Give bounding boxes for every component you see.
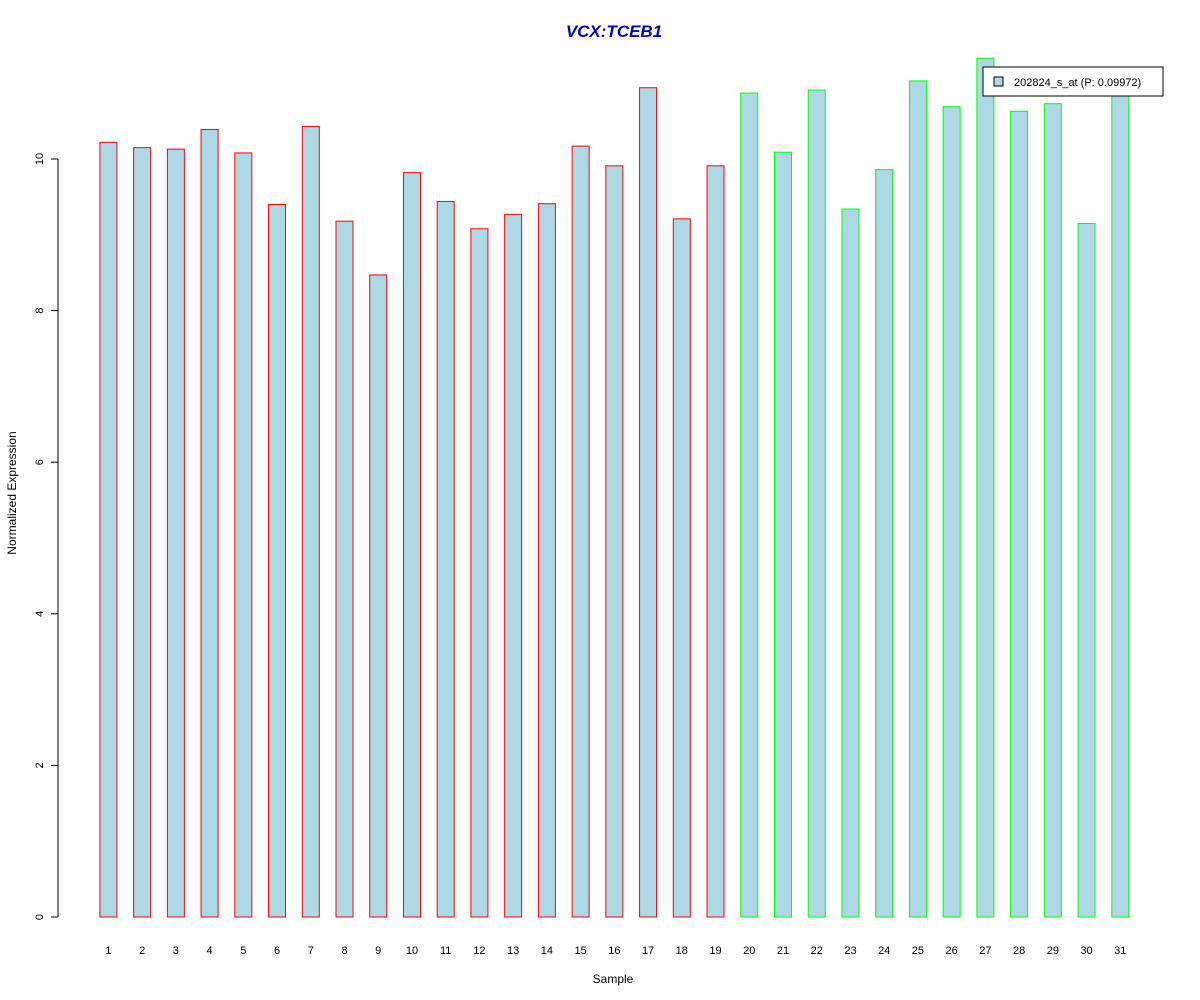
x-axis-label: Sample [593, 972, 634, 986]
bar-sample-30 [1077, 222, 1096, 918]
x-tick-label: 22 [811, 945, 823, 957]
x-tick-label: 17 [642, 945, 654, 957]
x-tick-label: 31 [1114, 945, 1126, 957]
x-tick-label: 26 [946, 945, 958, 957]
x-tick-label: 21 [777, 945, 789, 957]
y-axis: 0 2 4 6 8 10 [34, 153, 59, 920]
bar-sample-8 [335, 220, 354, 918]
bar-sample-2 [133, 147, 152, 918]
x-tick-label: 24 [878, 945, 890, 957]
bar-sample-3 [166, 148, 185, 918]
bar-sample-20 [740, 92, 759, 918]
x-tick-label: 28 [1013, 945, 1025, 957]
x-tick-label: 27 [979, 945, 991, 957]
bars-group [99, 57, 1130, 918]
y-tick-label: 10 [34, 153, 46, 165]
legend: 202824_s_at (P: 0.09972) [982, 66, 1164, 97]
x-tick-label: 23 [844, 945, 856, 957]
legend-swatch [993, 76, 1004, 87]
legend-label: 202824_s_at (P: 0.09972) [1014, 77, 1141, 89]
y-tick-label: 0 [34, 914, 46, 920]
y-tick-label: 6 [34, 459, 46, 465]
y-tick-label: 8 [34, 308, 46, 314]
x-tick-label: 7 [308, 945, 314, 957]
bar-sample-22 [807, 89, 826, 918]
chart-title: VCX:TCEB1 [566, 22, 662, 41]
bar-sample-25 [908, 80, 927, 918]
bar-sample-12 [470, 228, 489, 918]
x-tick-label: 13 [507, 945, 519, 957]
bar-sample-29 [1043, 103, 1062, 918]
x-tick-label: 19 [709, 945, 721, 957]
bar-sample-13 [504, 213, 523, 918]
x-tick-label: 8 [341, 945, 347, 957]
bar-sample-27 [976, 57, 995, 918]
bar-sample-4 [200, 128, 219, 918]
bar-sample-24 [875, 169, 894, 918]
y-axis-label: Normalized Expression [5, 431, 19, 554]
bar-sample-10 [402, 172, 421, 918]
bar-sample-1 [99, 141, 118, 918]
y-tick-label: 4 [34, 611, 46, 617]
x-tick-label: 18 [676, 945, 688, 957]
bar-sample-17 [639, 87, 658, 918]
x-tick-label: 3 [173, 945, 179, 957]
bar-sample-6 [268, 203, 287, 918]
bar-sample-19 [706, 165, 725, 918]
bar-sample-16 [605, 165, 624, 918]
bar-sample-5 [234, 152, 253, 918]
x-tick-label: 9 [375, 945, 381, 957]
x-tick-label: 29 [1047, 945, 1059, 957]
bar-sample-26 [942, 106, 961, 918]
bar-sample-31 [1111, 88, 1130, 918]
bar-sample-14 [537, 203, 556, 918]
x-tick-labels: 1 2 3 4 5 6 7 8 9 10 11 12 13 14 15 16 17 18 19 20 21 22 23 24 2… [105, 945, 1126, 957]
x-tick-label: 15 [574, 945, 586, 957]
x-tick-label: 25 [912, 945, 924, 957]
bar-sample-23 [841, 208, 860, 918]
legend-box [982, 66, 1164, 97]
bar-sample-28 [1010, 110, 1029, 918]
x-tick-label: 10 [406, 945, 418, 957]
x-tick-label: 1 [105, 945, 111, 957]
bar-sample-11 [436, 200, 455, 918]
y-tick-label: 2 [34, 762, 46, 768]
x-tick-label: 11 [440, 945, 451, 957]
x-tick-label: 14 [541, 945, 553, 957]
x-tick-label: 12 [473, 945, 485, 957]
x-tick-label: 30 [1080, 945, 1092, 957]
x-tick-label: 16 [608, 945, 620, 957]
bar-sample-21 [774, 151, 792, 918]
x-tick-label: 4 [207, 945, 213, 957]
bar-sample-9 [369, 274, 388, 918]
x-tick-label: 5 [240, 945, 246, 957]
bar-sample-15 [571, 145, 590, 918]
x-tick-label: 20 [743, 945, 755, 957]
x-tick-label: 2 [139, 945, 145, 957]
bar-sample-18 [672, 218, 691, 918]
x-tick-label: 6 [274, 945, 280, 957]
bar-sample-7 [301, 125, 320, 918]
